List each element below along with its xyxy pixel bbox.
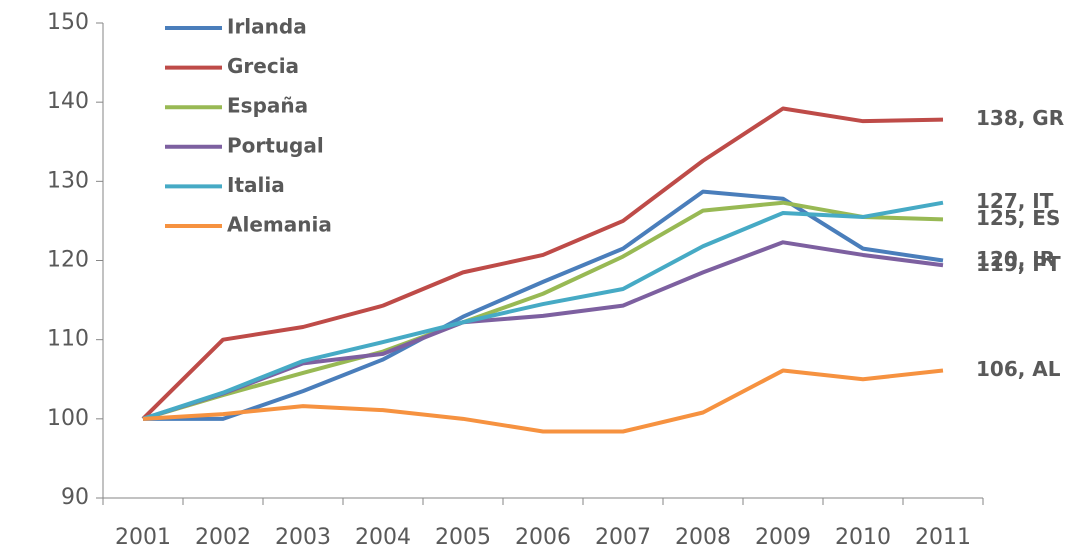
legend-label: Grecia [227, 54, 299, 78]
y-tick-label: 110 [47, 327, 89, 352]
y-tick-label: 150 [47, 10, 89, 35]
end-label: 119, PT [976, 252, 1061, 276]
legend-label: Portugal [227, 133, 324, 157]
x-tick-label: 2008 [675, 525, 731, 550]
series-line [142, 240, 944, 421]
legend-label: España [227, 94, 308, 118]
legend-label: Alemania [227, 213, 332, 237]
x-tick-label: 2006 [515, 525, 571, 550]
legend-label: Italia [227, 173, 285, 197]
y-tick-label: 100 [47, 406, 89, 431]
end-label: 106, AL [976, 357, 1061, 381]
legend-label: Irlanda [227, 15, 307, 39]
x-tick-label: 2011 [915, 525, 971, 550]
x-tick-label: 2010 [835, 525, 891, 550]
y-tick-label: 90 [61, 485, 89, 510]
x-tick-label: 2001 [115, 525, 171, 550]
y-tick-label: 140 [47, 89, 89, 114]
end-label: 138, GR [976, 106, 1064, 130]
x-tick-label: 2003 [275, 525, 331, 550]
x-tick-label: 2005 [435, 525, 491, 550]
end-label: 125, ES [976, 206, 1060, 230]
series-line [142, 368, 944, 434]
x-tick-label: 2007 [595, 525, 651, 550]
end-label: 120, IR [976, 247, 1055, 271]
end-label: 127, IT [976, 189, 1054, 213]
series-line [142, 200, 944, 421]
x-tick-label: 2009 [755, 525, 811, 550]
y-tick-label: 120 [47, 248, 89, 273]
x-tick-label: 2002 [195, 525, 251, 550]
x-tick-label: 2004 [355, 525, 411, 550]
series-line [142, 200, 944, 421]
y-tick-label: 130 [47, 168, 89, 193]
series-line [141, 106, 944, 421]
